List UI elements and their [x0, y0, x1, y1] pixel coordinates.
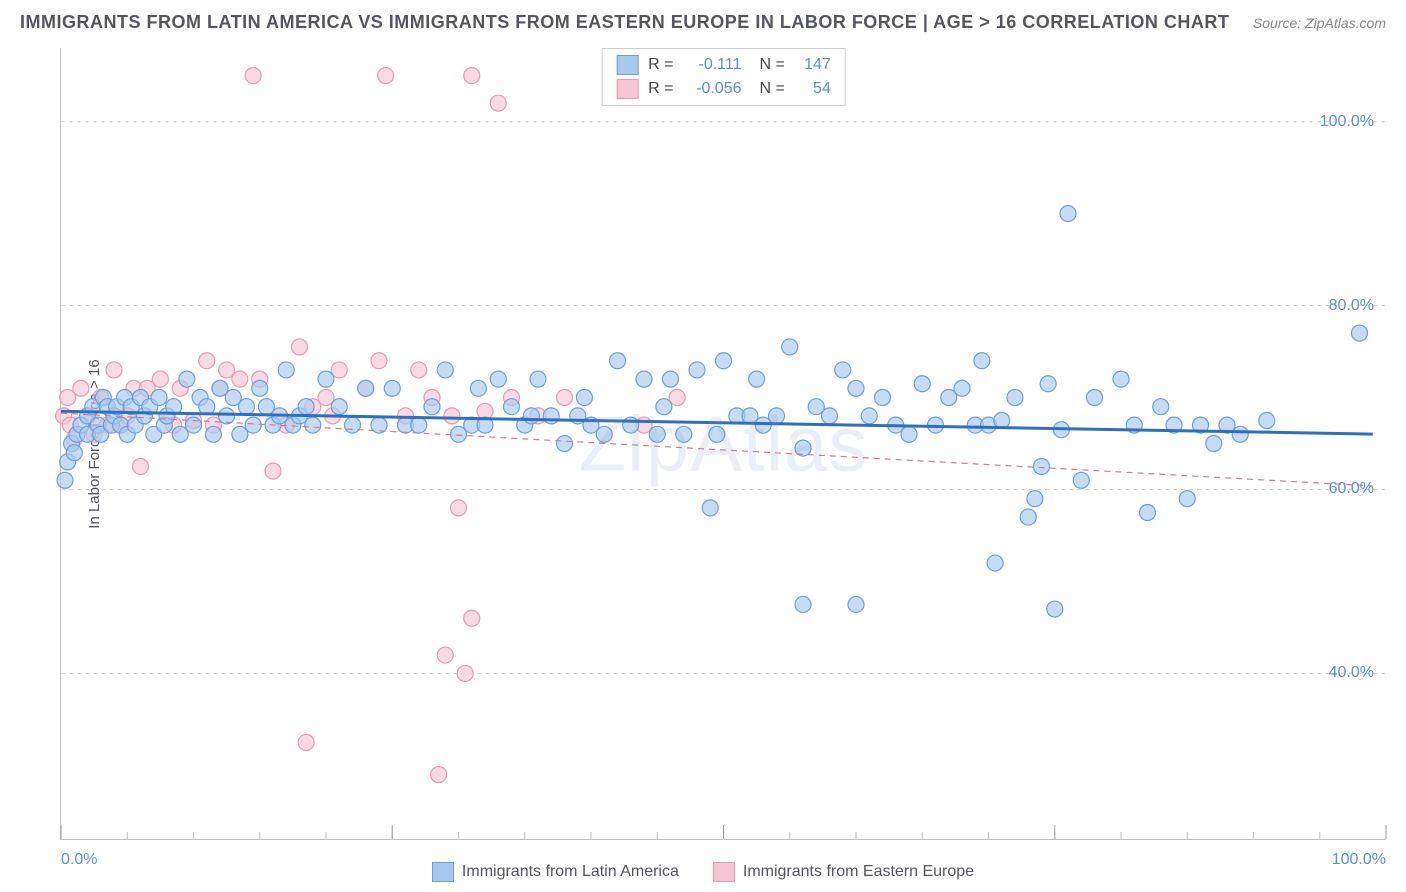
n-label: N =	[760, 56, 785, 74]
series-legend: Immigrants from Latin America Immigrants …	[0, 862, 1406, 882]
n-value: 147	[795, 56, 831, 74]
correlation-legend: R = -0.111 N = 147 R = -0.056 N = 54	[601, 48, 846, 106]
source-credit: Source: ZipAtlas.com	[1253, 15, 1386, 31]
swatch-icon	[432, 862, 454, 882]
r-label: R =	[648, 80, 673, 98]
swatch-icon	[713, 862, 735, 882]
r-label: R =	[648, 56, 673, 74]
y-tick-label: 100.0%	[1320, 113, 1374, 131]
y-tick-label: 60.0%	[1329, 480, 1374, 498]
legend-row: R = -0.056 N = 54	[616, 77, 831, 101]
n-value: 54	[795, 80, 831, 98]
swatch-icon	[616, 79, 638, 99]
swatch-icon	[616, 55, 638, 75]
r-value: -0.111	[684, 56, 742, 74]
legend-item: Immigrants from Latin America	[432, 862, 679, 882]
y-tick-label: 80.0%	[1329, 297, 1374, 315]
legend-label: Immigrants from Latin America	[462, 863, 679, 881]
scatter-plot: ZipAtlas R =-0.111N =147R =-0.056N =54 4…	[60, 48, 1386, 840]
r-value: -0.056	[684, 80, 742, 98]
n-label: N =	[760, 80, 785, 98]
legend-label: Immigrants from Eastern Europe	[743, 863, 974, 881]
y-tick-label: 40.0%	[1329, 664, 1374, 682]
legend-row: R = -0.111 N = 147	[616, 53, 831, 77]
chart-title: IMMIGRANTS FROM LATIN AMERICA VS IMMIGRA…	[20, 12, 1229, 33]
legend-item: Immigrants from Eastern Europe	[713, 862, 974, 882]
